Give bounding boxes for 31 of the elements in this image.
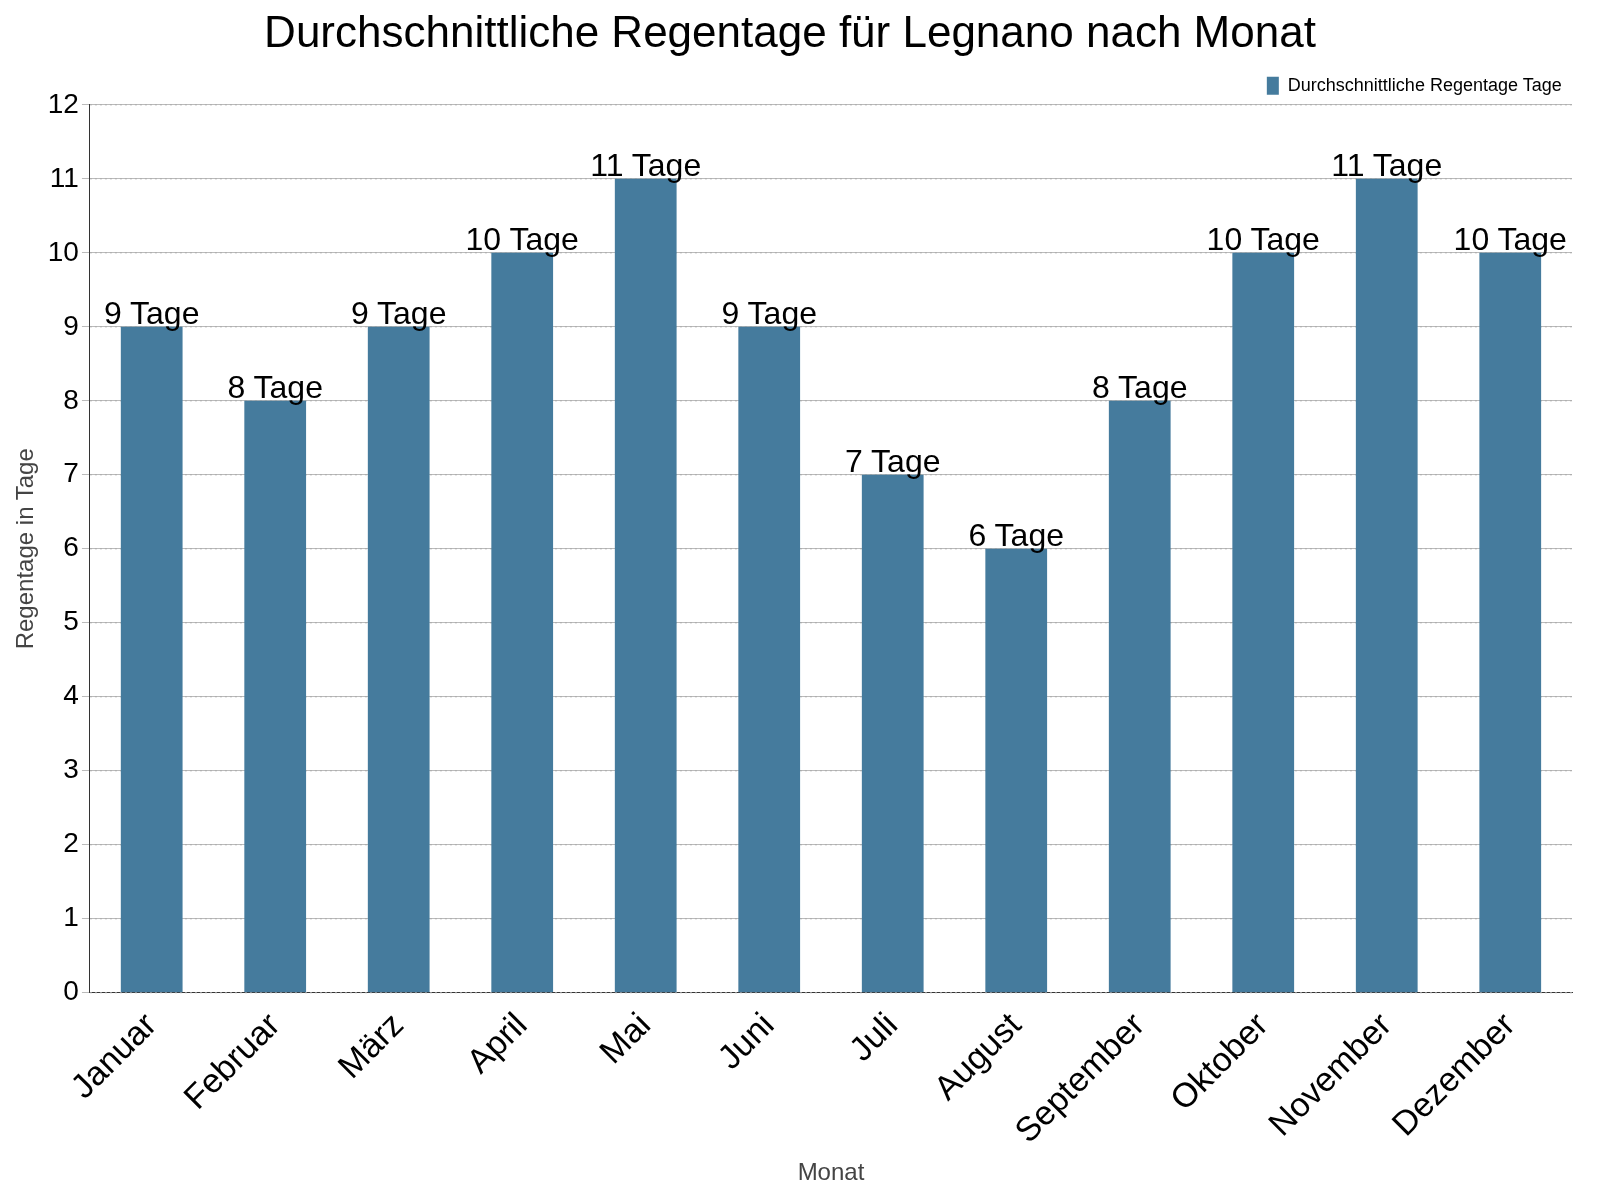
y-tick-label: 7 bbox=[63, 457, 79, 489]
text: 10 Tage bbox=[1453, 220, 1567, 257]
text: 9 Tage bbox=[721, 294, 817, 331]
y-tick-label: 4 bbox=[63, 679, 79, 711]
x-tick-label: Juli bbox=[841, 1004, 905, 1068]
text: 9 Tage bbox=[103, 294, 200, 331]
y-tick-label: 9 bbox=[63, 309, 79, 341]
x-axis-title: Monat bbox=[797, 1158, 865, 1186]
text: 9 Tage bbox=[350, 294, 447, 331]
text: 10 Tage bbox=[465, 220, 579, 257]
y-tick-label: 3 bbox=[63, 753, 79, 785]
text: 7 Tage bbox=[844, 442, 941, 479]
text: 11 Tage bbox=[590, 146, 702, 183]
y-tick-label: 5 bbox=[63, 605, 79, 637]
y-tick-label: 11 bbox=[49, 161, 79, 193]
y-tick-label: 12 bbox=[47, 87, 79, 119]
text: 10 Tage bbox=[1206, 220, 1320, 257]
text: 8 Tage bbox=[227, 368, 323, 405]
y-tick-label: 10 bbox=[47, 235, 79, 267]
chart-title: Durchschnittliche Regentage für Legnano nach Monat bbox=[264, 6, 1316, 56]
text: 6 Tage bbox=[968, 516, 1064, 553]
y-tick-label: 0 bbox=[63, 975, 79, 1007]
y-tick-label: 2 bbox=[63, 827, 79, 859]
y-tick-label: 8 bbox=[63, 383, 79, 415]
legend-label: Durchschnittliche Regentage Tage bbox=[1287, 74, 1562, 95]
text: 11 Tage bbox=[1331, 146, 1443, 183]
y-tick-label: 1 bbox=[63, 901, 79, 933]
y-tick-label: 6 bbox=[63, 531, 79, 563]
x-tick-label: Mai bbox=[591, 1004, 658, 1071]
y-axis-title: Regentage in Tage bbox=[11, 448, 39, 650]
text: 8 Tage bbox=[1091, 368, 1188, 405]
